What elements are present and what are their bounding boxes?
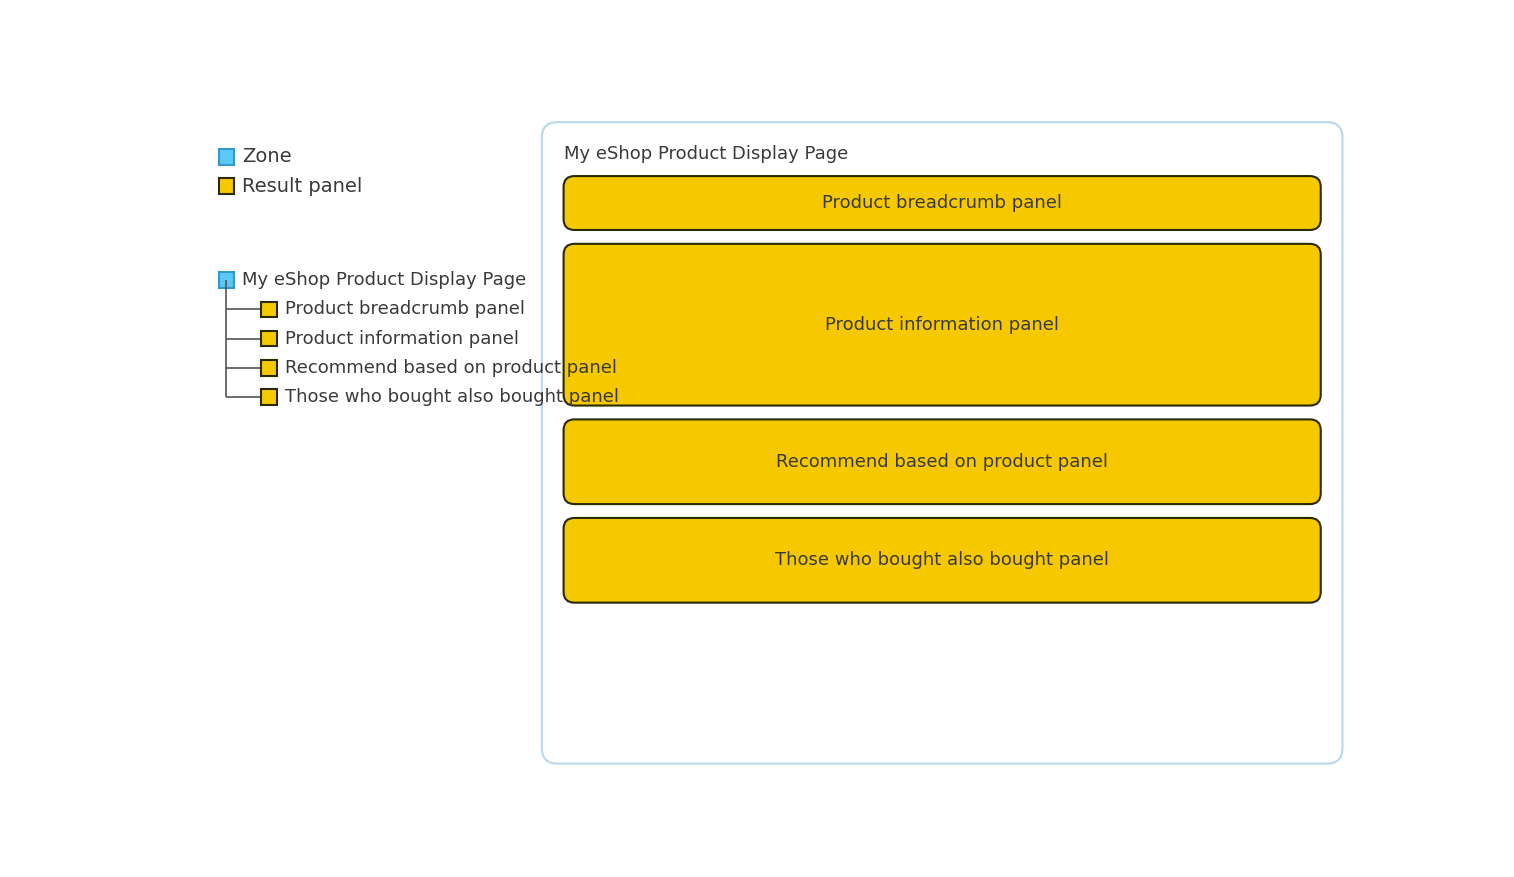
FancyBboxPatch shape: [563, 419, 1320, 504]
Text: Zone: Zone: [242, 147, 292, 167]
Text: Those who bought also bought panel: Those who bought also bought panel: [775, 552, 1110, 569]
FancyBboxPatch shape: [218, 178, 235, 194]
Text: Recommend based on product panel: Recommend based on product panel: [285, 359, 616, 377]
FancyBboxPatch shape: [563, 176, 1320, 230]
Text: Product breadcrumb panel: Product breadcrumb panel: [285, 300, 524, 318]
Text: Those who bought also bought panel: Those who bought also bought panel: [285, 388, 619, 406]
Text: Recommend based on product panel: Recommend based on product panel: [777, 453, 1108, 471]
Text: Product information panel: Product information panel: [825, 316, 1060, 333]
Text: My eShop Product Display Page: My eShop Product Display Page: [242, 271, 527, 289]
FancyBboxPatch shape: [218, 149, 235, 165]
FancyBboxPatch shape: [262, 389, 277, 405]
FancyBboxPatch shape: [218, 273, 235, 288]
FancyBboxPatch shape: [262, 360, 277, 375]
Text: Product information panel: Product information panel: [285, 330, 519, 347]
FancyBboxPatch shape: [262, 331, 277, 346]
FancyBboxPatch shape: [542, 122, 1343, 764]
Text: Product breadcrumb panel: Product breadcrumb panel: [822, 194, 1063, 212]
FancyBboxPatch shape: [262, 302, 277, 317]
Text: Result panel: Result panel: [242, 176, 362, 196]
FancyBboxPatch shape: [563, 518, 1320, 602]
FancyBboxPatch shape: [563, 244, 1320, 405]
Text: My eShop Product Display Page: My eShop Product Display Page: [563, 146, 848, 163]
